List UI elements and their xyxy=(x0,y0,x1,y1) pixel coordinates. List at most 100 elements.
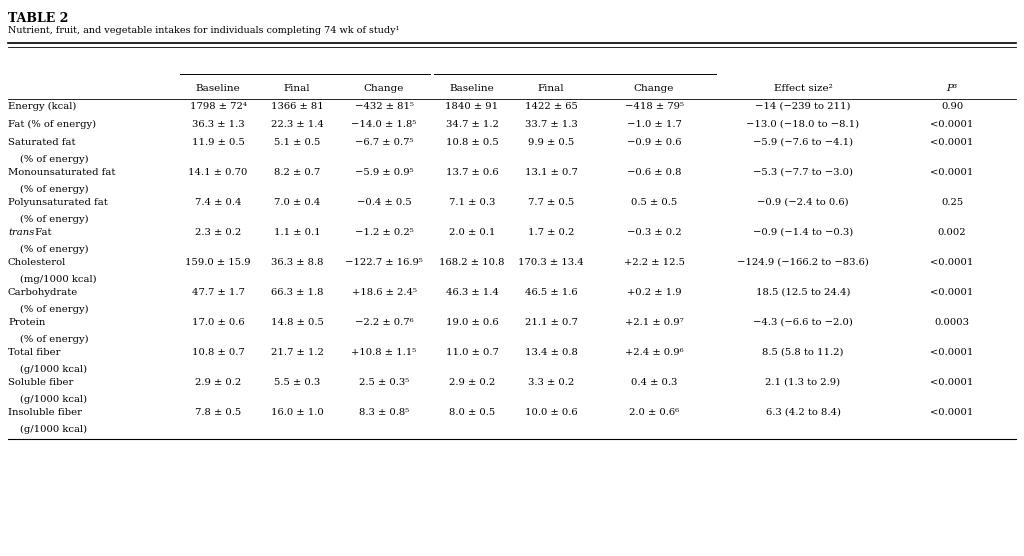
Text: (% of energy): (% of energy) xyxy=(20,185,89,194)
Text: Fat (% of energy): Fat (% of energy) xyxy=(8,120,96,129)
Text: 34.7 ± 1.2: 34.7 ± 1.2 xyxy=(445,120,499,129)
Text: <0.0001: <0.0001 xyxy=(931,120,974,129)
Text: 0.0003: 0.0003 xyxy=(935,318,970,327)
Text: 1798 ± 72⁴: 1798 ± 72⁴ xyxy=(189,102,247,111)
Text: −6.7 ± 0.7⁵: −6.7 ± 0.7⁵ xyxy=(354,138,414,147)
Text: Total fiber: Total fiber xyxy=(8,348,60,357)
Text: 1366 ± 81: 1366 ± 81 xyxy=(270,102,324,111)
Text: Baseline: Baseline xyxy=(450,84,495,93)
Text: 0.002: 0.002 xyxy=(938,228,967,237)
Text: −5.3 (−7.7 to −3.0): −5.3 (−7.7 to −3.0) xyxy=(753,168,853,177)
Text: 1.1 ± 0.1: 1.1 ± 0.1 xyxy=(273,228,321,237)
Text: −418 ± 79⁵: −418 ± 79⁵ xyxy=(625,102,683,111)
Text: 8.2 ± 0.7: 8.2 ± 0.7 xyxy=(273,168,321,177)
Text: 10.8 ± 0.5: 10.8 ± 0.5 xyxy=(445,138,499,147)
Text: <0.0001: <0.0001 xyxy=(931,288,974,297)
Text: 8.5 (5.8 to 11.2): 8.5 (5.8 to 11.2) xyxy=(762,348,844,357)
Text: 13.1 ± 0.7: 13.1 ± 0.7 xyxy=(524,168,578,177)
Text: +10.8 ± 1.1⁵: +10.8 ± 1.1⁵ xyxy=(351,348,417,357)
Text: Energy (kcal): Energy (kcal) xyxy=(8,102,77,111)
Text: (% of energy): (% of energy) xyxy=(20,245,89,254)
Text: 13.7 ± 0.6: 13.7 ± 0.6 xyxy=(445,168,499,177)
Text: −0.9 (−2.4 to 0.6): −0.9 (−2.4 to 0.6) xyxy=(757,198,849,207)
Text: (g/1000 kcal): (g/1000 kcal) xyxy=(20,365,87,374)
Text: TABLE 2: TABLE 2 xyxy=(8,12,69,25)
Text: −432 ± 81⁵: −432 ± 81⁵ xyxy=(354,102,414,111)
Text: 3.3 ± 0.2: 3.3 ± 0.2 xyxy=(528,378,574,387)
Text: 2.9 ± 0.2: 2.9 ± 0.2 xyxy=(449,378,496,387)
Text: 0.4 ± 0.3: 0.4 ± 0.3 xyxy=(631,378,677,387)
Text: 1840 ± 91: 1840 ± 91 xyxy=(445,102,499,111)
Text: Monounsaturated fat: Monounsaturated fat xyxy=(8,168,116,177)
Text: (% of energy): (% of energy) xyxy=(20,215,89,224)
Text: Baseline: Baseline xyxy=(196,84,241,93)
Text: 170.3 ± 13.4: 170.3 ± 13.4 xyxy=(518,258,584,267)
Text: (g/1000 kcal): (g/1000 kcal) xyxy=(20,425,87,434)
Text: −0.6 ± 0.8: −0.6 ± 0.8 xyxy=(627,168,681,177)
Text: Insoluble fiber: Insoluble fiber xyxy=(8,408,82,417)
Text: 0.90: 0.90 xyxy=(941,102,964,111)
Text: P³: P³ xyxy=(946,84,957,93)
Text: Change: Change xyxy=(634,84,674,93)
Text: 8.0 ± 0.5: 8.0 ± 0.5 xyxy=(449,408,496,417)
Text: (% of energy): (% of energy) xyxy=(20,335,89,344)
Text: Change: Change xyxy=(364,84,404,93)
Text: 21.7 ± 1.2: 21.7 ± 1.2 xyxy=(270,348,324,357)
Text: −5.9 ± 0.9⁵: −5.9 ± 0.9⁵ xyxy=(354,168,414,177)
Text: <0.0001: <0.0001 xyxy=(931,168,974,177)
Text: 46.5 ± 1.6: 46.5 ± 1.6 xyxy=(524,288,578,297)
Text: 0.5 ± 0.5: 0.5 ± 0.5 xyxy=(631,198,677,207)
Text: (% of energy): (% of energy) xyxy=(20,305,89,314)
Text: 168.2 ± 10.8: 168.2 ± 10.8 xyxy=(439,258,505,267)
Text: Fat: Fat xyxy=(32,228,51,237)
Text: 18.5 (12.5 to 24.4): 18.5 (12.5 to 24.4) xyxy=(756,288,850,297)
Text: Polyunsaturated fat: Polyunsaturated fat xyxy=(8,198,108,207)
Text: −0.9 ± 0.6: −0.9 ± 0.6 xyxy=(627,138,681,147)
Text: 1.7 ± 0.2: 1.7 ± 0.2 xyxy=(527,228,574,237)
Bar xyxy=(178,56,432,76)
Text: 0.25: 0.25 xyxy=(941,198,964,207)
Text: Carbohydrate: Carbohydrate xyxy=(8,288,78,297)
Text: −14.0 ± 1.8⁵: −14.0 ± 1.8⁵ xyxy=(351,120,417,129)
Text: 13.4 ± 0.8: 13.4 ± 0.8 xyxy=(524,348,578,357)
Text: 9.9 ± 0.5: 9.9 ± 0.5 xyxy=(528,138,574,147)
Text: = 40): = 40) xyxy=(329,60,361,69)
Text: 11.9 ± 0.5: 11.9 ± 0.5 xyxy=(191,138,245,147)
Text: <0.0001: <0.0001 xyxy=(931,348,974,357)
Text: 10.8 ± 0.7: 10.8 ± 0.7 xyxy=(191,348,245,357)
Text: 16.0 ± 1.0: 16.0 ± 1.0 xyxy=(270,408,324,417)
Text: 47.7 ± 1.7: 47.7 ± 1.7 xyxy=(191,288,245,297)
Text: 14.8 ± 0.5: 14.8 ± 0.5 xyxy=(270,318,324,327)
Text: +2.2 ± 12.5: +2.2 ± 12.5 xyxy=(624,258,684,267)
Text: (mg/1000 kcal): (mg/1000 kcal) xyxy=(20,275,96,284)
Text: −2.2 ± 0.7⁶: −2.2 ± 0.7⁶ xyxy=(354,318,414,327)
Text: 5.1 ± 0.5: 5.1 ± 0.5 xyxy=(273,138,321,147)
Text: Conventional diet group (: Conventional diet group ( xyxy=(487,60,623,69)
Text: Nutrient, fruit, and vegetable intakes for individuals completing 74 wk of study: Nutrient, fruit, and vegetable intakes f… xyxy=(8,26,399,35)
Text: (% of energy): (% of energy) xyxy=(20,155,89,164)
Text: 22.3 ± 1.4: 22.3 ± 1.4 xyxy=(270,120,324,129)
Text: +0.2 ± 1.9: +0.2 ± 1.9 xyxy=(627,288,681,297)
Text: 17.0 ± 0.6: 17.0 ± 0.6 xyxy=(191,318,245,327)
Text: Protein: Protein xyxy=(8,318,45,327)
Text: n: n xyxy=(323,60,329,69)
Text: 66.3 ± 1.8: 66.3 ± 1.8 xyxy=(270,288,324,297)
Text: 2.1 (1.3 to 2.9): 2.1 (1.3 to 2.9) xyxy=(765,378,841,387)
Text: 10.0 ± 0.6: 10.0 ± 0.6 xyxy=(524,408,578,417)
Text: 2.0 ± 0.6⁶: 2.0 ± 0.6⁶ xyxy=(629,408,679,417)
Text: Final: Final xyxy=(284,84,310,93)
Text: −124.9 (−166.2 to −83.6): −124.9 (−166.2 to −83.6) xyxy=(737,258,869,267)
Text: <0.0001: <0.0001 xyxy=(931,378,974,387)
Text: 7.4 ± 0.4: 7.4 ± 0.4 xyxy=(195,198,242,207)
Text: −0.9 (−1.4 to −0.3): −0.9 (−1.4 to −0.3) xyxy=(753,228,853,237)
Text: 159.0 ± 15.9: 159.0 ± 15.9 xyxy=(185,258,251,267)
Text: +18.6 ± 2.4⁵: +18.6 ± 2.4⁵ xyxy=(351,288,417,297)
Text: 11.0 ± 0.7: 11.0 ± 0.7 xyxy=(445,348,499,357)
Text: 21.1 ± 0.7: 21.1 ± 0.7 xyxy=(524,318,578,327)
Text: −4.3 (−6.6 to −2.0): −4.3 (−6.6 to −2.0) xyxy=(753,318,853,327)
Text: −0.4 ± 0.5: −0.4 ± 0.5 xyxy=(356,198,412,207)
Text: <0.0001: <0.0001 xyxy=(931,258,974,267)
Text: 1422 ± 65: 1422 ± 65 xyxy=(524,102,578,111)
Text: Vegan group (   = 40): Vegan group ( = 40) xyxy=(251,60,358,69)
Text: Saturated fat: Saturated fat xyxy=(8,138,76,147)
